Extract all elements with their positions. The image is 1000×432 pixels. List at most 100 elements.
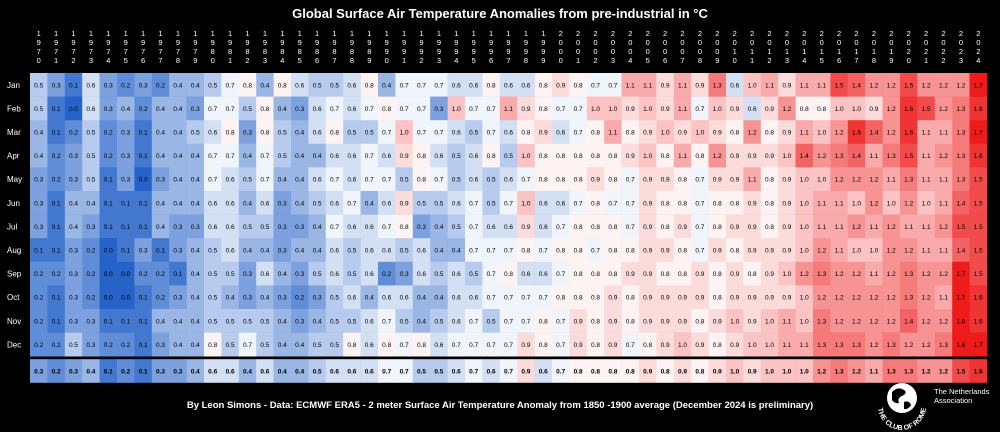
cell-value: 0.6 <box>504 224 513 231</box>
cell-value: 1.2 <box>887 224 896 231</box>
heatmap-cell <box>82 73 100 97</box>
heatmap-cell <box>934 143 953 168</box>
cell-value: 0.9 <box>643 318 652 325</box>
annual-value: 1.2 <box>922 369 931 376</box>
cell-value: 0.5 <box>86 130 95 137</box>
annual-cell <box>743 359 762 383</box>
cell-value: 0.8 <box>417 177 426 184</box>
heatmap-cell <box>204 238 222 263</box>
annual-cell <box>291 359 309 383</box>
cell-value: 1.6 <box>974 318 983 325</box>
cell-value: 1.0 <box>400 130 409 137</box>
cell-value: 0.7 <box>556 271 565 278</box>
cell-value: 0.9 <box>400 153 409 160</box>
org-line-1: The Netherlands <box>934 387 990 396</box>
heatmap-cell <box>30 120 48 145</box>
heatmap-cell <box>30 96 48 121</box>
heatmap-cell <box>273 73 292 97</box>
heatmap-cell <box>378 167 396 192</box>
heatmap-cell <box>360 238 379 263</box>
cell-value: 0.6 <box>452 271 461 278</box>
cell-value: 1.2 <box>852 177 861 184</box>
month-label: Jan <box>7 81 20 90</box>
heatmap-cell <box>639 214 657 239</box>
heatmap-cell <box>238 261 257 286</box>
heatmap-cell <box>151 261 170 286</box>
cell-value: 0.2 <box>86 248 95 255</box>
cell-value: 0.8 <box>817 106 826 113</box>
heatmap-cell <box>969 285 988 310</box>
heatmap-cell <box>969 143 988 168</box>
heatmap-cell <box>743 191 762 215</box>
heatmap-cell <box>917 332 936 357</box>
cell-value: 0.7 <box>539 248 548 255</box>
annual-cell <box>47 359 66 383</box>
heatmap-cell <box>656 167 675 192</box>
cell-value: 0.9 <box>643 130 652 137</box>
cell-value: 1.1 <box>939 130 948 137</box>
heatmap-cell <box>900 214 918 239</box>
cell-value: 0.5 <box>469 130 478 137</box>
cell-value: 0.2 <box>295 295 304 302</box>
cell-value: 0.9 <box>782 224 791 231</box>
cell-value: 0.3 <box>313 295 322 302</box>
cell-value: 0.8 <box>382 106 391 113</box>
cell-value: 0.7 <box>208 106 217 113</box>
cell-value: 0.9 <box>730 106 739 113</box>
heatmap-cell <box>221 214 240 239</box>
heatmap-cell <box>221 261 240 286</box>
cell-value: 0.3 <box>295 271 304 278</box>
heatmap-cell <box>969 96 988 121</box>
heatmap-cell <box>273 120 292 145</box>
cell-value: 0.3 <box>86 342 95 349</box>
cell-value: 0.9 <box>678 224 687 231</box>
cell-value: 0.3 <box>156 177 165 184</box>
cell-value: 1.5 <box>974 271 983 278</box>
cell-value: 0.4 <box>278 271 287 278</box>
cell-value: 0.3 <box>191 106 200 113</box>
cell-value: 0.9 <box>643 224 652 231</box>
heatmap-cell <box>256 120 274 145</box>
heatmap-cell <box>291 309 309 333</box>
heatmap-cell <box>569 120 588 145</box>
cell-value: 0.5 <box>278 130 287 137</box>
cell-value: 1.0 <box>869 248 878 255</box>
heatmap-cell <box>952 120 970 145</box>
cell-value: 0.8 <box>556 177 565 184</box>
cell-value: 0.9 <box>713 318 722 325</box>
cell-value: 0.4 <box>434 248 443 255</box>
heatmap-cell <box>656 309 675 333</box>
annual-cell <box>447 359 466 383</box>
cell-value: 0.8 <box>330 130 339 137</box>
heatmap-cell <box>795 285 814 310</box>
heatmap-cell <box>517 285 535 310</box>
cell-value: 0.7 <box>452 342 461 349</box>
cell-value: 0.7 <box>365 153 374 160</box>
cell-value: 1.5 <box>974 200 983 207</box>
heatmap-cell <box>99 191 118 215</box>
cell-value: 0.4 <box>243 153 252 160</box>
cell-value: 0.4 <box>278 318 287 325</box>
cell-value: 0.9 <box>748 200 757 207</box>
cell-value: 0.8 <box>591 271 600 278</box>
heatmap-cell <box>499 191 518 215</box>
heatmap-cell <box>708 214 727 239</box>
cell-value: 0.4 <box>191 82 200 89</box>
heatmap-cell <box>708 332 727 357</box>
heatmap-cell <box>64 261 83 286</box>
cell-value: 0.7 <box>469 248 478 255</box>
heatmap-cell <box>552 143 570 168</box>
heatmap-cell <box>969 261 988 286</box>
heatmap-cell <box>952 332 970 357</box>
heatmap-cell <box>256 332 274 357</box>
heatmap-cell <box>117 167 135 192</box>
heatmap-cell <box>430 73 448 97</box>
heatmap-cell <box>412 191 431 215</box>
cell-value: 0.7 <box>434 130 443 137</box>
cell-value: 1.3 <box>887 342 896 349</box>
heatmap-cell <box>499 261 518 286</box>
cell-value: 0.5 <box>313 82 322 89</box>
heatmap-cell <box>586 238 605 263</box>
heatmap-cell <box>291 167 309 192</box>
